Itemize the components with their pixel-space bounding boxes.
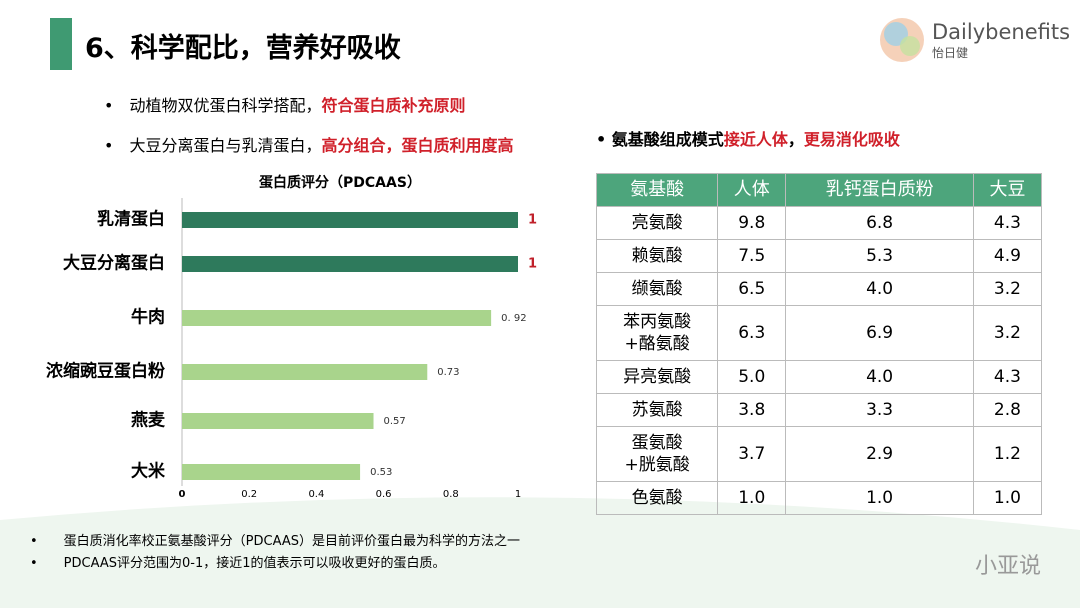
text-run: 氨基酸组成模式 (611, 130, 724, 149)
x-tick-label: 0.8 (443, 489, 459, 500)
table-cell: 4.3 (972, 206, 1043, 240)
x-tick-label: 0.4 (308, 489, 324, 500)
table-row: 缬氨酸 6.5 4.0 3.2 (595, 272, 1043, 306)
table-cell: 亮氨酸 (595, 206, 719, 240)
text-run: 更易消化吸收 (803, 130, 900, 149)
table-cell: 4.0 (785, 272, 974, 306)
value-label: 0.53 (370, 467, 392, 478)
text-run: 接近人体 (723, 130, 788, 149)
table-cell: 缬氨酸 (595, 272, 719, 306)
value-label: 0.73 (437, 367, 459, 378)
table-cell: 3.7 (717, 426, 787, 482)
table-cell: 蛋氨酸 +胱氨酸 (595, 426, 719, 482)
table-cell: 3.8 (717, 393, 787, 427)
category-label: 大米 (131, 461, 166, 482)
text-run: 动植物双优蛋白科学搭配， (129, 96, 322, 115)
table-row: 亮氨酸 9.8 6.8 4.3 (595, 206, 1043, 240)
chart: 蛋白质评分（PDCAAS） 乳清蛋白 1 大豆分离蛋白 1 牛肉 0. 92 浓缩豌豆蛋白粉… (46, 174, 537, 500)
bullet: • 大豆分离蛋白与乳清蛋白，高分组合，蛋白质利用度高 (104, 136, 514, 155)
category-label: 大豆分离蛋白 (63, 253, 165, 274)
table-cell: 4.0 (785, 360, 974, 394)
table-cell: 9.8 (717, 206, 787, 240)
table-cell: 3.2 (972, 272, 1043, 306)
table-cell: 苏氨酸 (595, 393, 719, 427)
logo-cn: 怡日健 (932, 46, 969, 60)
x-tick-label: 0.2 (241, 489, 257, 500)
x-tick-label: 1 (515, 489, 521, 500)
table-cell: 3.2 (972, 305, 1043, 361)
title: 6、科学配比，营养好吸收 (85, 33, 401, 64)
table-cell: 6.3 (717, 305, 787, 361)
table-header: 大豆 (972, 173, 1043, 207)
footnote: • 蛋白质消化率校正氨基酸评分（PDCAAS）是目前评价蛋白最为科学的方法之一 (30, 534, 520, 549)
category-label: 牛肉 (131, 307, 165, 328)
chart-title: 蛋白质评分（PDCAAS） (259, 174, 421, 191)
table-header: 氨基酸 (595, 173, 719, 207)
value-label: 0.57 (384, 416, 406, 427)
table-row: 异亮氨酸 5.0 4.0 4.3 (595, 360, 1043, 394)
table-cell: 4.9 (972, 239, 1043, 273)
table-row: 色氨酸 1.0 1.0 1.0 (595, 481, 1043, 515)
table-cell: 3.3 (785, 393, 974, 427)
text-run: ， (787, 130, 804, 149)
category-label: 浓缩豌豆蛋白粉 (46, 361, 165, 382)
table-cell: 2.8 (972, 393, 1043, 427)
category-label: 燕麦 (131, 410, 166, 431)
bar (182, 464, 361, 480)
table-cell: 1.0 (785, 481, 974, 515)
watermark: 小亚说 (975, 554, 1042, 579)
table-cell: 异亮氨酸 (595, 360, 719, 394)
table-cell: 5.0 (717, 360, 787, 394)
title-bar (50, 18, 72, 70)
table-cell: 1.0 (972, 481, 1043, 515)
bottom-wave (0, 497, 1080, 608)
footnote-text: 蛋白质消化率校正氨基酸评分（PDCAAS）是目前评价蛋白最为科学的方法之一 (63, 534, 520, 549)
text-run: 符合蛋白质补充原则 (321, 96, 466, 115)
category-label: 乳清蛋白 (97, 209, 165, 230)
right-bullet: • 氨基酸组成模式接近人体，更易消化吸收 (596, 130, 900, 149)
logo-brand: Dailybenefits (932, 20, 1071, 44)
footnote: • PDCAAS评分范围为0-1，接近1的值表示可以吸收更好的蛋白质。 (30, 556, 446, 571)
table-cell: 6.8 (785, 206, 974, 240)
bullet: • 动植物双优蛋白科学搭配，符合蛋白质补充原则 (104, 96, 466, 115)
table-row: 赖氨酸 7.5 5.3 4.9 (595, 239, 1043, 273)
bar (182, 310, 492, 326)
table-cell: 苯丙氨酸 +酪氨酸 (595, 305, 719, 361)
table-cell: 1.0 (717, 481, 787, 515)
value-label: 0. 92 (501, 313, 526, 324)
value-label: 1 (528, 257, 537, 272)
table-cell: 赖氨酸 (595, 239, 719, 273)
table-cell: 色氨酸 (595, 481, 719, 515)
text-run: 高分组合，蛋白质利用度高 (321, 136, 514, 155)
bar (182, 256, 518, 272)
table-cell: 6.5 (717, 272, 787, 306)
amino-table: 氨基酸 人体 乳钙蛋白质粉 大豆 亮氨酸 9.8 6.8 4.3 赖氨酸 7.5 5.3 4.9 缬氨酸… (595, 173, 1043, 515)
table-row: 苏氨酸 3.8 3.3 2.8 (595, 393, 1043, 427)
table-header: 人体 (717, 173, 787, 207)
table-cell: 4.3 (972, 360, 1043, 394)
x-tick-label: 0 (179, 489, 186, 500)
bar (182, 413, 374, 429)
value-label: 1 (528, 213, 537, 228)
table-cell: 5.3 (785, 239, 974, 273)
table-cell: 1.2 (972, 426, 1043, 482)
bar (182, 364, 428, 380)
table-row: 蛋氨酸 +胱氨酸 3.7 2.9 1.2 (595, 426, 1043, 482)
bar (182, 212, 518, 228)
x-tick-label: 0.6 (376, 489, 392, 500)
table-cell: 7.5 (717, 239, 787, 273)
footnote-text: PDCAAS评分范围为0-1，接近1的值表示可以吸收更好的蛋白质。 (63, 556, 446, 571)
table-cell: 2.9 (785, 426, 974, 482)
table-header: 乳钙蛋白质粉 (785, 173, 974, 207)
table-cell: 6.9 (785, 305, 974, 361)
table-row: 苯丙氨酸 +酪氨酸 6.3 6.9 3.2 (595, 305, 1043, 361)
text-run: 大豆分离蛋白与乳清蛋白， (129, 136, 322, 155)
logo-icon (900, 36, 920, 56)
